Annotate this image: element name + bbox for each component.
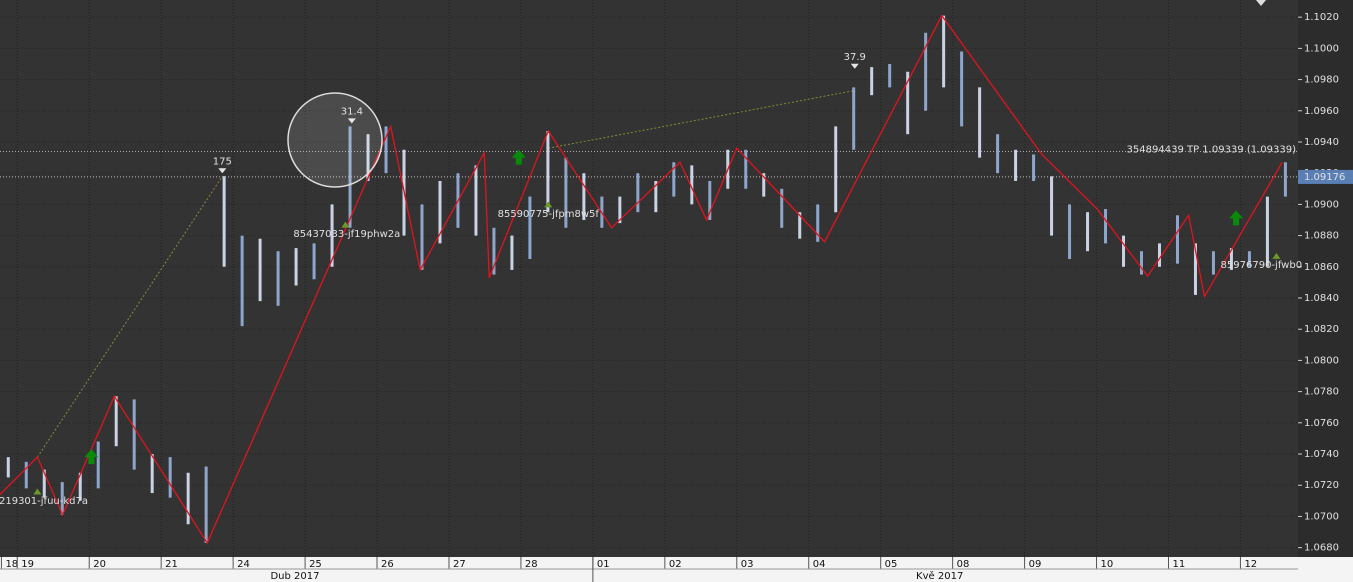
x-tick-label: 02: [669, 559, 682, 570]
annotation-marker: [347, 118, 356, 124]
x-group-label: Kvě 2017: [916, 570, 963, 582]
y-tick-label: 1.0720: [1304, 480, 1339, 491]
y-tick-label: 1.0700: [1304, 511, 1339, 522]
y-tick-label: 1.0680: [1304, 543, 1339, 554]
grid: [0, 0, 1298, 557]
annotation-label: 175: [213, 156, 232, 167]
x-tick-label: 11: [1172, 559, 1185, 570]
x-tick-label: 20: [93, 559, 106, 570]
axes: 18 19 20 21 24 25 26 27 28 01 02 03 04 05 08 09 10 11 12 Du…: [0, 557, 1298, 582]
labels: 1.0680 1.0700 1.0720 1.0740 1.0760 1.0780 1.08…: [0, 12, 1353, 554]
signal-arrow: [1229, 210, 1244, 226]
x-tick-label: 18: [5, 559, 18, 570]
annotation-marker: [850, 63, 859, 69]
y-tick-label: 1.1000: [1304, 43, 1339, 54]
x-tick-label: 25: [309, 559, 322, 570]
x-tick-label: 21: [165, 559, 178, 570]
y-tick-label: 1.0860: [1304, 262, 1339, 273]
x-tick-label: 19: [21, 559, 34, 570]
x-tick-label: 04: [813, 559, 826, 570]
annotation-label: 37.9: [844, 52, 866, 63]
entry-marker: [341, 221, 350, 228]
y-tick-label: 1.0820: [1304, 324, 1339, 335]
y-tick-label: 1.0800: [1304, 355, 1339, 366]
entry-marker: [544, 201, 553, 208]
x-tick-label: 27: [453, 559, 466, 570]
y-tick-label: 1.0740: [1304, 449, 1339, 460]
trade-line: [36, 176, 223, 458]
order-label: 85976790-jfwb0: [1221, 260, 1303, 271]
price-tag-label: 1.09176: [1304, 172, 1345, 183]
x-tick-label: 12: [1244, 559, 1257, 570]
y-tick-label: 1.0780: [1304, 387, 1339, 398]
y-tick-label: 1.0760: [1304, 418, 1339, 429]
y-tick-label: 1.0940: [1304, 137, 1339, 148]
signal-arrow: [511, 149, 526, 165]
x-tick-label: 08: [957, 559, 970, 570]
entry-marker: [33, 488, 42, 495]
y-tick-label: 1.0900: [1304, 199, 1339, 210]
x-tick-label: 05: [885, 559, 898, 570]
x-tick-label: 10: [1101, 559, 1114, 570]
order-label: 85590775-jfpm8w5f: [498, 209, 600, 220]
x-tick-label: 09: [1029, 559, 1042, 570]
annotation-marker: [218, 168, 227, 174]
entry-marker: [1272, 252, 1281, 259]
y-axis-panel: [1298, 0, 1353, 557]
y-tick-label: 1.0960: [1304, 106, 1339, 117]
scroll-marker: [1256, 0, 1266, 6]
x-group-label: Dub 2017: [270, 571, 319, 582]
tp-label: 354894439 TP 1.09339 (1.09339): [1127, 144, 1297, 155]
x-tick-label: 01: [597, 559, 610, 570]
annotation-label: 31.4: [341, 106, 363, 117]
y-tick-label: 1.1020: [1304, 12, 1339, 23]
marks: [0, 14, 1298, 545]
x-tick-label: 03: [741, 559, 754, 570]
y-tick-label: 1.0980: [1304, 75, 1339, 86]
y-tick-label: 1.0840: [1304, 293, 1339, 304]
x-tick-label: 28: [525, 559, 538, 570]
order-label: 5219301-jfuu-kd7a: [0, 496, 88, 507]
zigzag-line: [0, 14, 1283, 545]
y-tick-label: 1.0880: [1304, 231, 1339, 242]
x-tick-label: 26: [381, 559, 394, 570]
highlight-circle: [287, 92, 383, 188]
signal-arrow: [84, 449, 99, 465]
order-label: 85437033-jf19phw2a: [293, 229, 400, 240]
plot-area: [0, 0, 1298, 557]
x-tick-label: 24: [237, 559, 250, 570]
price-tag: [1298, 169, 1353, 184]
